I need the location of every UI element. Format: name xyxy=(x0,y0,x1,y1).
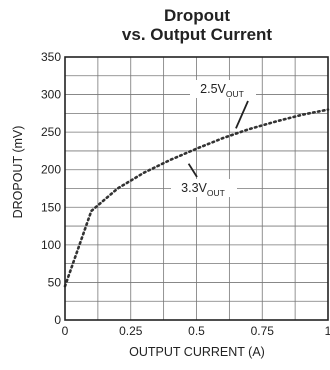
y-tick-label: 350 xyxy=(41,50,61,64)
annotation-base-text: 3.3V xyxy=(181,181,207,195)
x-tick-labels: 0 0.25 0.5 0.75 1 xyxy=(62,324,330,338)
annotation-leader-line xyxy=(187,163,198,178)
annotation-label: 3.3VOUT xyxy=(181,181,225,198)
y-tick-label: 300 xyxy=(41,88,61,102)
y-tick-label: 0 xyxy=(54,313,61,327)
annotation-label: 2.5VOUT xyxy=(200,82,244,99)
y-tick-label: 50 xyxy=(48,275,62,289)
annotation-background xyxy=(190,80,256,98)
annotation-subscript: OUT xyxy=(226,89,244,99)
x-axis-label: OUTPUT CURRENT (A) xyxy=(129,345,265,359)
y-tick-label: 250 xyxy=(41,125,61,139)
chart-title-line1: Dropout xyxy=(164,6,230,25)
annotation-subscript: OUT xyxy=(207,188,225,198)
y-tick-label: 200 xyxy=(41,163,61,177)
annotation-leader-line xyxy=(235,100,249,129)
x-tick-label: 0.75 xyxy=(251,324,275,338)
y-tick-label: 100 xyxy=(41,238,61,252)
annotation-base-text: 2.5V xyxy=(200,82,226,96)
x-tick-label: 0.5 xyxy=(188,324,205,338)
x-tick-label: 1 xyxy=(325,324,330,338)
x-tick-label: 0 xyxy=(62,324,69,338)
y-axis-label: DROPOUT (mV) xyxy=(11,126,25,219)
series-layer xyxy=(63,108,330,288)
chart-title-line2: vs. Output Current xyxy=(122,25,273,44)
y-tick-label: 150 xyxy=(41,200,61,214)
dropout-series-line xyxy=(63,108,330,288)
plot-frame xyxy=(64,56,329,321)
y-tick-labels: 0 50 100 150 200 250 300 350 xyxy=(41,50,61,327)
x-tick-label: 0.25 xyxy=(119,324,143,338)
annotation-background xyxy=(171,179,237,197)
